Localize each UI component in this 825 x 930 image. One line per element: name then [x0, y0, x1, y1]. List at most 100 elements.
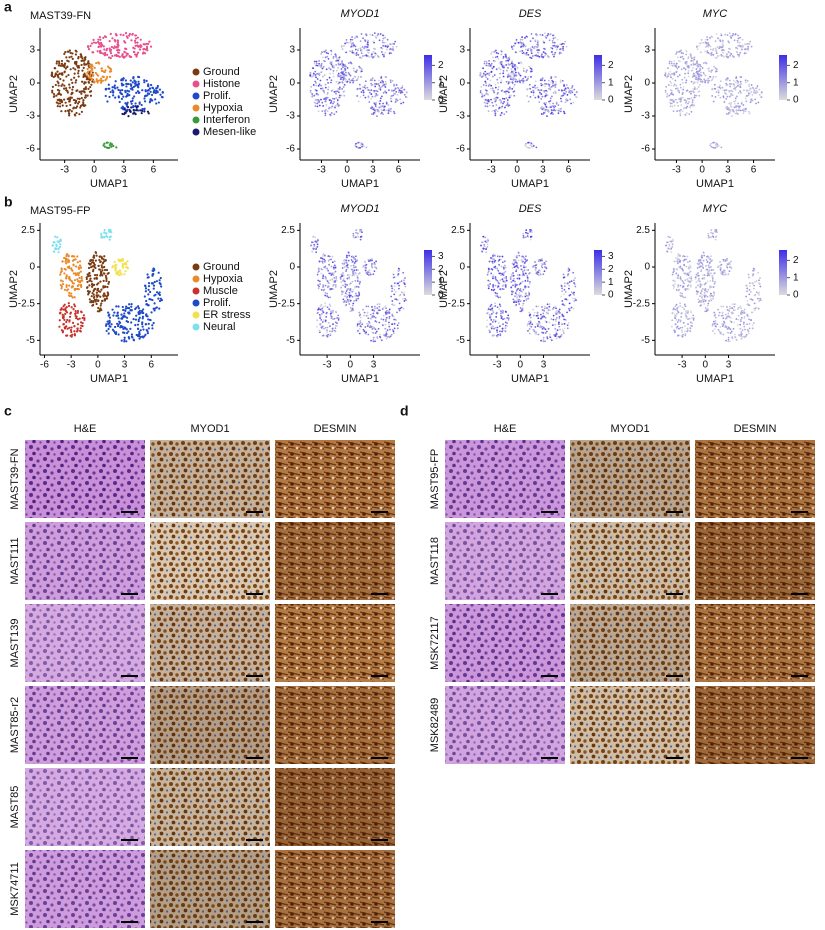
- expr-point: [544, 340, 546, 342]
- expr-point: [506, 104, 508, 106]
- expr-point: [374, 86, 376, 88]
- expr-point: [668, 84, 670, 86]
- expr-point: [544, 270, 546, 272]
- cell-point: [91, 280, 93, 282]
- cell-point: [80, 60, 82, 62]
- expr-point: [349, 274, 351, 276]
- expr-point: [696, 60, 698, 62]
- expr-point: [500, 310, 502, 312]
- expr-point: [545, 53, 547, 55]
- expr-point: [322, 68, 324, 70]
- cell-point: [138, 331, 140, 333]
- expr-point: [351, 51, 353, 53]
- cell-point: [70, 52, 72, 54]
- expr-point: [391, 285, 393, 287]
- expr-point: [742, 39, 744, 41]
- cell-point: [91, 64, 93, 66]
- expr-point: [695, 78, 697, 80]
- expr-point: [713, 101, 715, 103]
- expr-point: [697, 48, 699, 50]
- expr-point: [398, 288, 400, 290]
- expr-point: [535, 331, 537, 333]
- cell-point: [132, 318, 134, 320]
- expr-point: [388, 89, 390, 91]
- y-tick-label: -2.5: [278, 298, 296, 309]
- expr-point: [729, 55, 731, 57]
- expr-point: [524, 295, 526, 297]
- expr-point: [675, 85, 677, 87]
- expr-point: [312, 67, 314, 69]
- expr-point: [518, 299, 520, 301]
- expr-point: [528, 101, 530, 103]
- expr-point: [388, 323, 390, 325]
- cell-point: [115, 34, 117, 36]
- expr-point: [329, 107, 331, 109]
- expr-point: [374, 55, 376, 57]
- expr-point: [538, 49, 540, 51]
- expr-point: [701, 39, 703, 41]
- expr-point: [488, 268, 490, 270]
- cell-point: [141, 104, 143, 106]
- cell-point: [60, 110, 62, 112]
- expr-point: [537, 334, 539, 336]
- expr-point: [316, 61, 318, 63]
- expr-point: [545, 110, 547, 112]
- expr-point: [337, 88, 339, 90]
- expr-point: [696, 68, 698, 70]
- expr-point: [761, 96, 763, 98]
- expr-point: [350, 265, 352, 267]
- expr-point: [336, 104, 338, 106]
- expr-point: [489, 314, 491, 316]
- expr-point: [493, 319, 495, 321]
- expr-point: [509, 94, 511, 96]
- cell-point: [89, 298, 91, 300]
- expr-point: [562, 43, 564, 45]
- cell-point: [131, 336, 133, 338]
- expr-point: [745, 79, 747, 81]
- expr-point: [677, 56, 679, 58]
- expr-point: [755, 103, 757, 105]
- expr-point: [506, 81, 508, 83]
- expr-point: [315, 85, 317, 87]
- expr-point: [375, 332, 377, 334]
- expr-point: [490, 257, 492, 259]
- cell-point: [123, 56, 125, 58]
- expr-point: [543, 90, 545, 92]
- expr-point: [384, 86, 386, 88]
- expr-point: [525, 49, 527, 51]
- expr-point: [531, 52, 533, 54]
- expr-point: [555, 311, 557, 313]
- expr-point: [537, 40, 539, 42]
- expr-point: [499, 77, 501, 79]
- expr-point: [500, 50, 502, 52]
- expr-point: [551, 80, 553, 82]
- expr-point: [343, 45, 345, 47]
- expr-point: [358, 101, 360, 103]
- expr-point: [368, 101, 370, 103]
- expr-point: [524, 280, 526, 282]
- expr-point: [757, 85, 759, 87]
- expr-point: [378, 328, 380, 330]
- expr-point: [698, 75, 700, 77]
- expr-point: [679, 74, 681, 76]
- cell-point: [103, 293, 105, 295]
- expr-point: [532, 144, 534, 146]
- cell-point: [79, 91, 81, 93]
- cell-point: [117, 333, 119, 335]
- sample-title: MAST39-FN: [30, 10, 91, 22]
- expr-point: [324, 101, 326, 103]
- cell-point: [71, 97, 73, 99]
- expr-point: [668, 95, 670, 97]
- cell-point: [54, 236, 56, 238]
- expr-point: [510, 278, 512, 280]
- expr-point: [516, 255, 518, 257]
- expr-point: [323, 289, 325, 291]
- expr-point: [314, 71, 316, 73]
- y-tick-label: -6: [641, 144, 650, 155]
- expr-point: [550, 47, 552, 49]
- expr-point: [316, 90, 318, 92]
- expr-point: [542, 56, 544, 58]
- cell-point: [76, 278, 78, 280]
- cell-point: [125, 305, 127, 307]
